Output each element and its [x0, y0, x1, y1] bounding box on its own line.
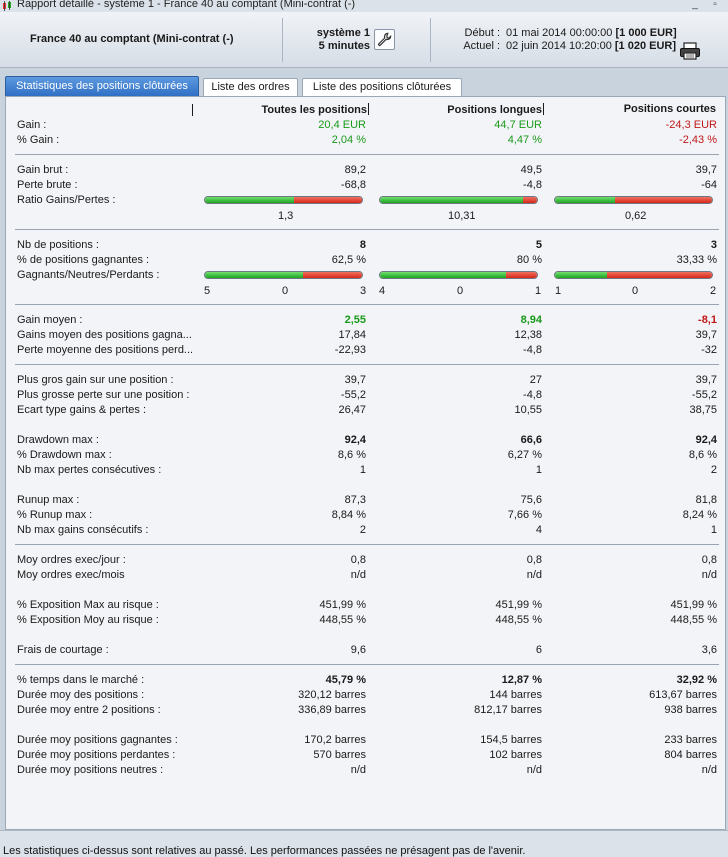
section-divider: [15, 154, 719, 155]
stat-row-nb-gains-consecutifs: Nb max gains consécutifs : 2 4 1: [17, 524, 717, 536]
current-amount: [1 020 EUR]: [614, 40, 677, 52]
stat-row-moy-ordres-jour: Moy ordres exec/jour : 0,8 0,8 0,8: [17, 554, 717, 566]
stat-row-ratio: Ratio Gains/Pertes :: [17, 194, 116, 206]
winners-count: 1: [555, 285, 562, 297]
stat-row-pct-runup: % Runup max : 8,84 % 7,66 % 8,24 %: [17, 509, 717, 521]
tab-closed-positions-list[interactable]: Liste des positions clôturées: [302, 78, 462, 96]
neutral-count: 0: [282, 285, 289, 297]
period-info: Début :01 mai 2014 00:00:00 [1 000 EUR] …: [455, 27, 677, 53]
status-footer: Les statistiques ci-dessus sont relative…: [0, 830, 728, 857]
stat-row-pct-gagnantes: % de positions gagnantes : 62,5 % 80 % 3…: [17, 254, 717, 266]
disclaimer-text: Les statistiques ci-dessus sont relative…: [3, 845, 526, 857]
stat-row-gains-moyen-gagnantes: Gains moyen des positions gagna... 17,84…: [17, 329, 717, 341]
column-header-long: Positions longues: [447, 103, 544, 116]
header-separator: [430, 18, 431, 62]
stat-row-gnp: Gagnants/Neutres/Perdants :: [17, 269, 160, 281]
stat-row-plus-gros-gain: Plus gros gain sur une position : 39,7 2…: [17, 374, 717, 386]
stat-row-duree-perdantes: Durée moy positions perdantes : 570 barr…: [17, 749, 717, 761]
win-loss-gauge: [379, 271, 538, 279]
stat-row-gain-brut: Gain brut : 89,2 49,5 39,7: [17, 164, 717, 176]
maximize-icon[interactable]: ▫: [713, 0, 717, 10]
stat-row-gain-moyen: Gain moyen : 2,55 8,94 -8,1: [17, 314, 717, 326]
instrument-name: France 40 au comptant (Mini-contrat (-): [30, 33, 234, 45]
stat-row-duree-neutres: Durée moy positions neutres : n/d n/d n/…: [17, 764, 717, 776]
settings-button[interactable]: [374, 29, 395, 50]
start-date: 01 mai 2014 00:00:00: [506, 27, 613, 39]
section-divider: [15, 544, 719, 545]
win-loss-gauge: [204, 271, 363, 279]
stat-row-duree-entre-positions: Durée moy entre 2 positions : 336,89 bar…: [17, 704, 717, 716]
minimize-icon[interactable]: _: [692, 0, 698, 10]
system-timeframe: 5 minutes: [318, 40, 370, 52]
window-title: Rapport détaillé - système 1 - France 40…: [17, 0, 356, 10]
section-divider: [15, 664, 719, 665]
section-divider: [15, 229, 719, 230]
stat-row-frais-courtage: Frais de courtage : 9,6 6 3,6: [17, 644, 717, 656]
stat-row-pct-drawdown: % Drawdown max : 8,6 % 6,27 % 8,6 %: [17, 449, 717, 461]
current-label: Actuel :: [463, 40, 500, 52]
neutral-count: 0: [632, 285, 639, 297]
neutral-count: 0: [457, 285, 464, 297]
window-titlebar: Rapport détaillé - système 1 - France 40…: [0, 0, 728, 12]
stat-row-runup: Runup max : 87,3 75,6 81,8: [17, 494, 717, 506]
column-separator: [192, 104, 193, 116]
ratio-gauge: [554, 196, 713, 204]
losers-count: 2: [710, 285, 717, 297]
system-name: système 1: [316, 27, 370, 39]
ratio-gauge: [204, 196, 363, 204]
stat-row-nb-pertes-consecutives: Nb max pertes consécutives : 1 1 2: [17, 464, 717, 476]
tab-closed-positions-stats[interactable]: Statistiques des positions clôturées: [5, 76, 199, 96]
statistics-panel: Toutes les positions Positions longues P…: [5, 96, 726, 830]
stat-row-perte-moyenne-perdantes: Perte moyenne des positions perd... -22,…: [17, 344, 717, 356]
losers-count: 3: [360, 285, 367, 297]
tab-orders-list[interactable]: Liste des ordres: [203, 78, 298, 96]
winners-count: 5: [204, 285, 211, 297]
wrench-icon: [378, 32, 392, 47]
start-amount: [1 000 EUR]: [615, 27, 677, 39]
stat-row-plus-grosse-perte: Plus grosse perte sur une position : -55…: [17, 389, 717, 401]
app-candlestick-icon: [3, 1, 11, 11]
section-divider: [15, 304, 719, 305]
current-date: 02 juin 2014 10:20:00: [506, 40, 612, 52]
win-loss-gauge: [554, 271, 713, 279]
ratio-value: 1,3: [278, 210, 294, 222]
stat-row-moy-ordres-mois: Moy ordres exec/mois n/d n/d n/d: [17, 569, 717, 581]
stat-row-pct-gain: % Gain : 2,04 % 4,47 % -2,43 %: [17, 134, 717, 146]
stat-row-temps-marche: % temps dans le marché : 45,79 % 12,87 %…: [17, 674, 717, 686]
stat-row-gain: Gain : 20,4 EUR 44,7 EUR -24,3 EUR: [17, 119, 717, 131]
winners-count: 4: [379, 285, 386, 297]
stat-row-drawdown: Drawdown max : 92,4 66,6 92,4: [17, 434, 717, 446]
header-separator: [282, 18, 283, 62]
stat-row-duree-gagnantes: Durée moy positions gagnantes : 170,2 ba…: [17, 734, 717, 746]
system-info: système 1 5 minutes: [290, 27, 370, 53]
column-header-short: Positions courtes: [623, 103, 716, 115]
ratio-value: 0,62: [625, 210, 647, 222]
section-divider: [15, 364, 719, 365]
stat-row-exposition-max: % Exposition Max au risque : 451,99 % 45…: [17, 599, 717, 611]
report-header: France 40 au comptant (Mini-contrat (-) …: [0, 12, 728, 68]
ratio-value: 10,31: [448, 210, 476, 222]
stat-row-ecart-type: Ecart type gains & pertes : 26,47 10,55 …: [17, 404, 717, 416]
stat-row-nb-positions: Nb de positions : 8 5 3: [17, 239, 717, 251]
printer-icon[interactable]: [679, 42, 701, 60]
stat-row-perte-brute: Perte brute : -68,8 -4,8 -64: [17, 179, 717, 191]
stat-row-exposition-moy: % Exposition Moy au risque : 448,55 % 44…: [17, 614, 717, 626]
start-label: Début :: [464, 27, 500, 39]
column-header-all: Toutes les positions: [261, 103, 369, 116]
stat-row-duree-positions: Durée moy des positions : 320,12 barres …: [17, 689, 717, 701]
ratio-gauge: [379, 196, 538, 204]
losers-count: 1: [535, 285, 542, 297]
